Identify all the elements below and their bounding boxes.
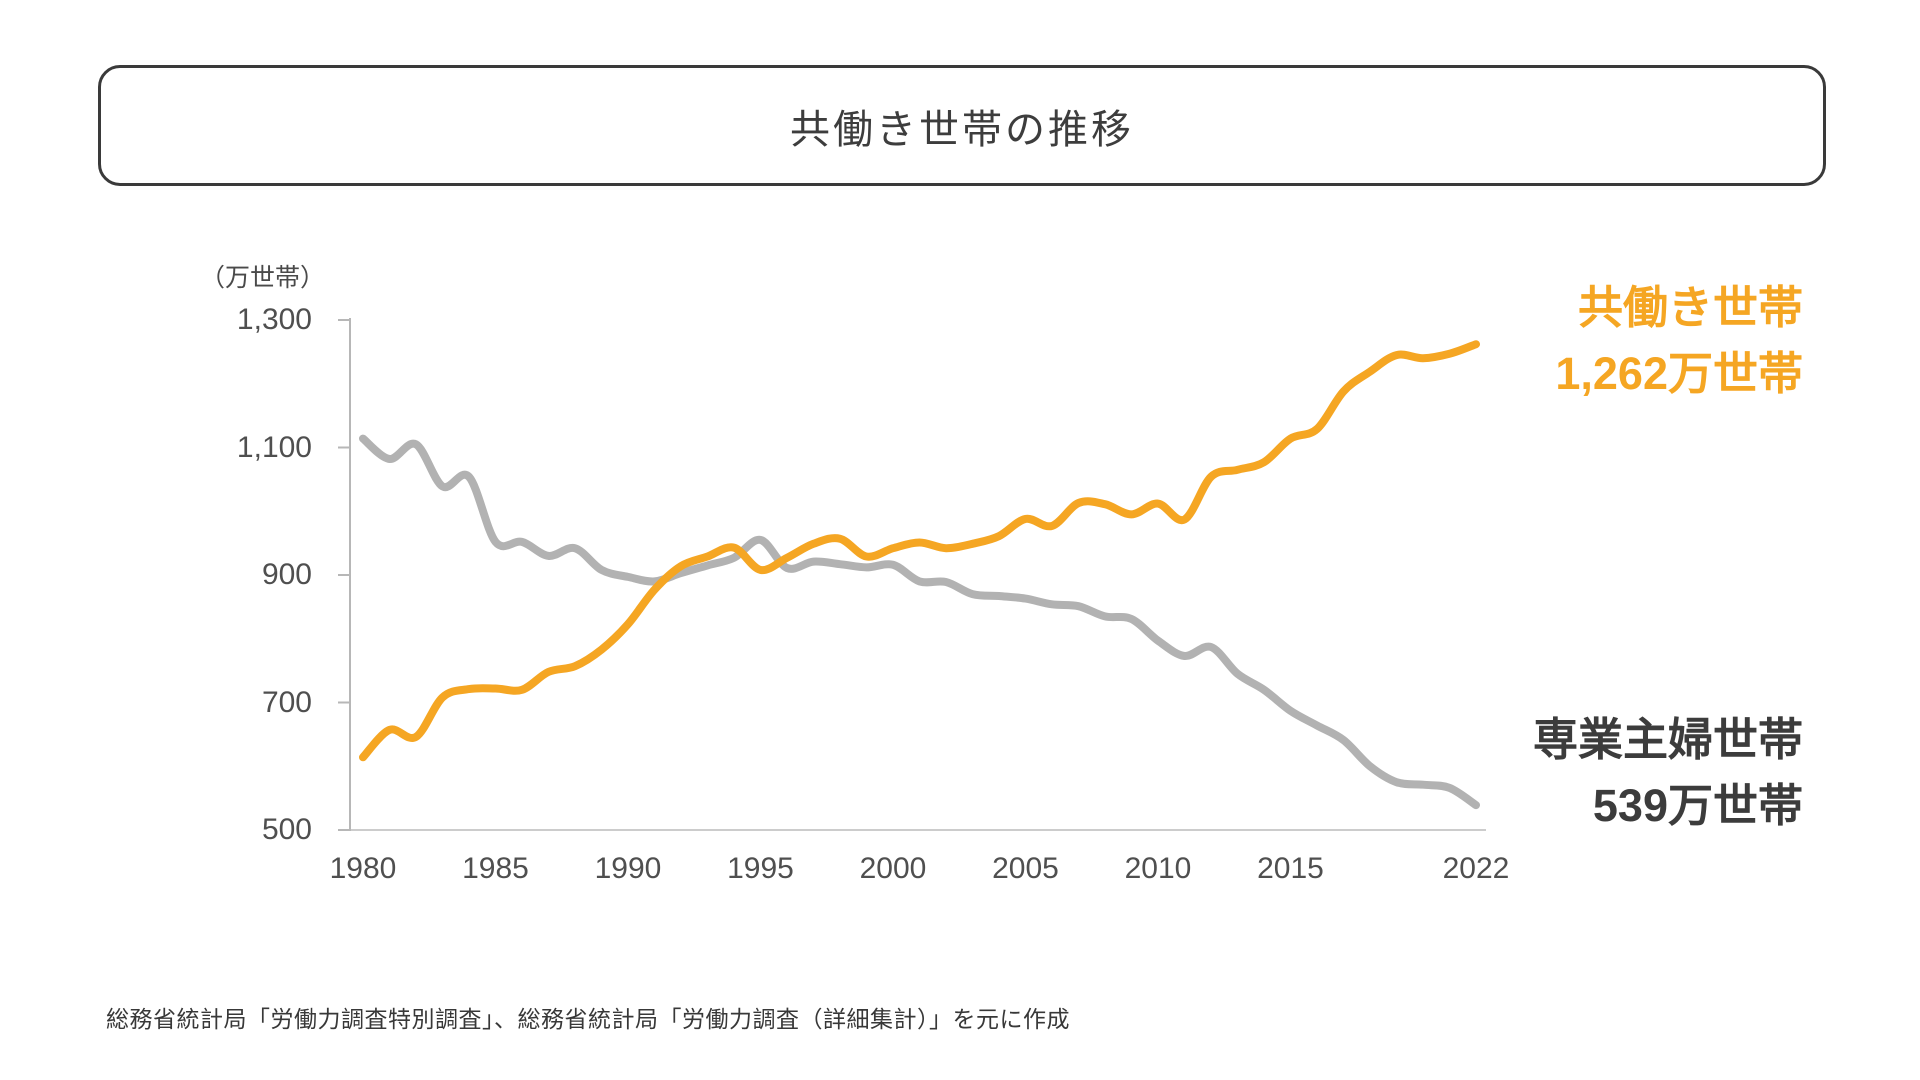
- x-tick-label: 1995: [727, 852, 794, 885]
- y-axis-ticks: [338, 319, 351, 831]
- x-tick-label: 2005: [992, 852, 1059, 885]
- source-note: 総務省統計局「労働力調査特別調査」、総務省統計局「労働力調査（詳細集計）」を元に…: [106, 1006, 1070, 1032]
- dual-income-latest-value: 1,262万世帯: [1555, 348, 1803, 399]
- chart-title-box: 共働き世帯の推移: [98, 65, 1826, 186]
- housewife-series-name: 専業主婦世帯: [1532, 714, 1803, 765]
- x-tick-label: 2015: [1257, 852, 1324, 885]
- chart-title: 共働き世帯の推移: [790, 107, 1134, 152]
- y-tick-label: 700: [261, 685, 312, 719]
- y-tick-label: 1,100: [236, 430, 312, 464]
- y-tick-label: 500: [261, 813, 312, 846]
- housewife-annotation: 専業主婦世帯 539万世帯: [1533, 707, 1803, 839]
- y-axis-unit-label: （万世帯）: [199, 264, 325, 292]
- x-tick-label: 1990: [594, 852, 662, 885]
- dual-income-annotation: 共働き世帯 1,262万世帯: [1555, 275, 1803, 407]
- x-tick-label: 2010: [1124, 852, 1192, 885]
- housewife-latest-value: 539万世帯: [1592, 780, 1803, 831]
- x-tick-label: 1985: [462, 852, 529, 885]
- x-tick-label: 1980: [329, 852, 397, 885]
- y-tick-label: 1,300: [236, 303, 312, 336]
- x-tick-label: 2022: [1442, 852, 1510, 885]
- y-tick-label: 900: [261, 558, 312, 591]
- series-lines: [359, 340, 1480, 810]
- x-tick-label: 2000: [859, 852, 927, 885]
- dual-income-series-name: 共働き世帯: [1577, 282, 1803, 333]
- housewife-line: [359, 434, 1480, 810]
- dual-income-line: [359, 340, 1480, 762]
